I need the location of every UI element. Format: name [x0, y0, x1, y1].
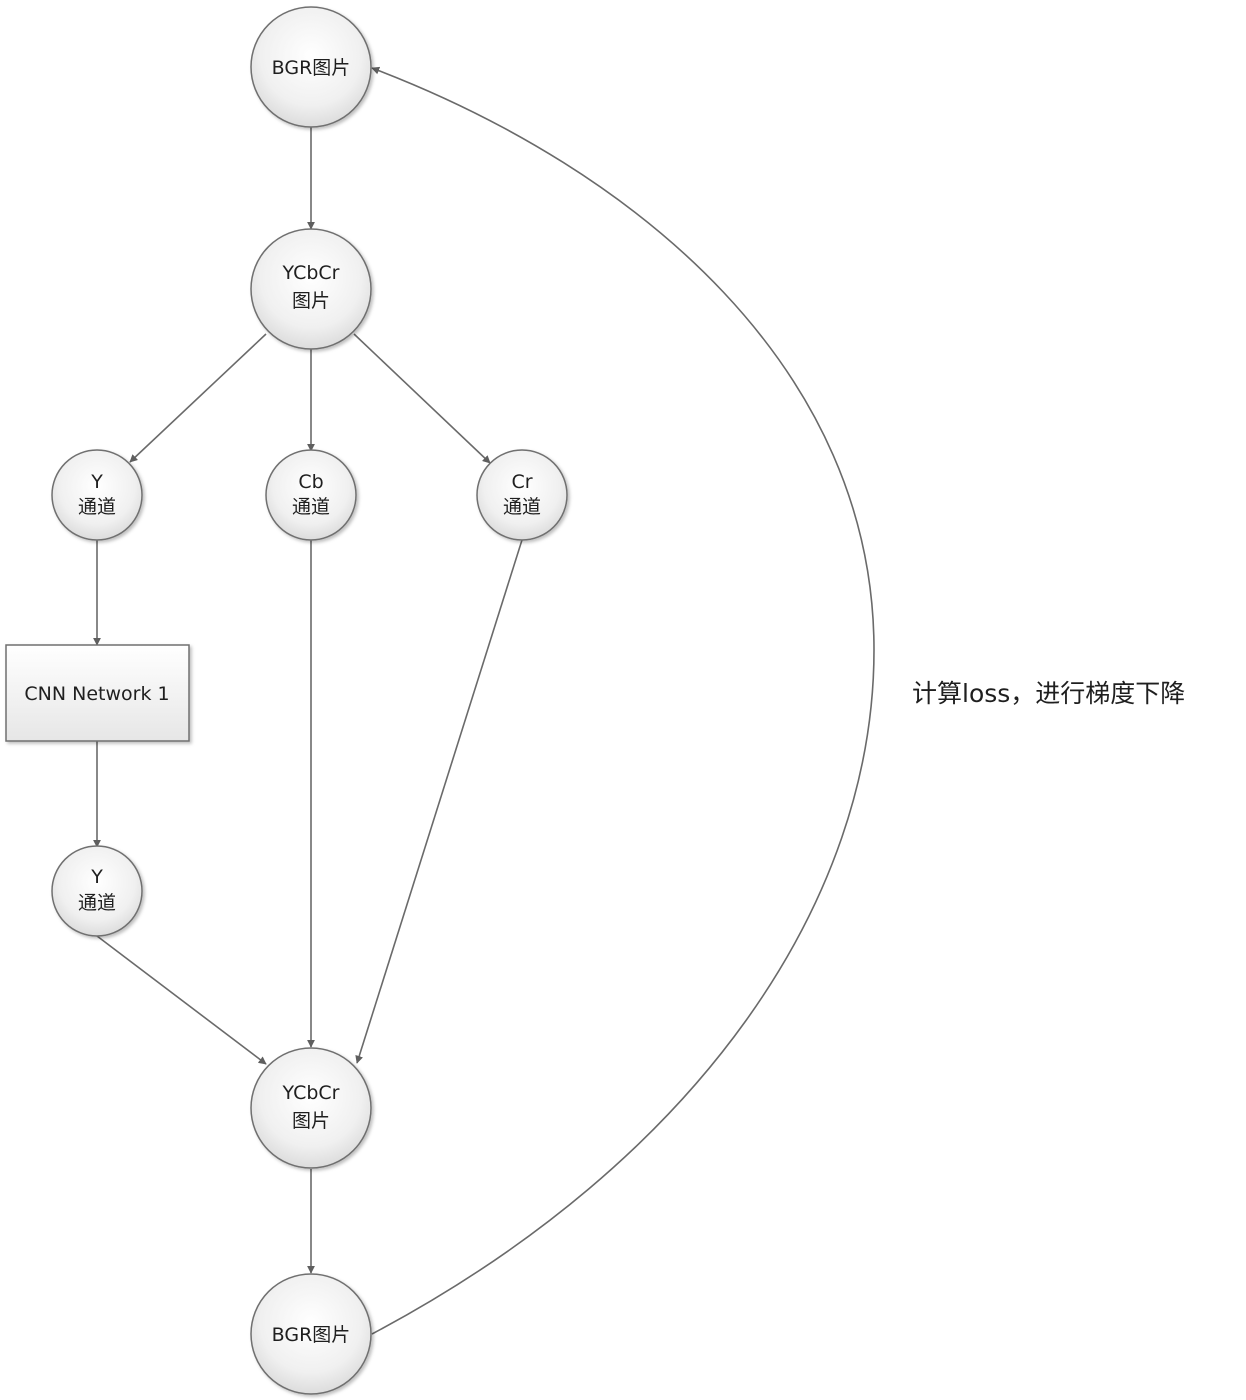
node-cb-channel-label-line1: Cb — [298, 471, 323, 493]
node-cnn-label: CNN Network 1 — [24, 683, 169, 705]
node-y-channel-circle — [51, 449, 143, 541]
node-bgr-top-circle — [250, 6, 372, 128]
node-cr-channel — [476, 449, 568, 541]
feedback-annotation: 计算loss，进行梯度下降 — [912, 679, 1185, 708]
node-y-channel-label-line1: Y — [90, 471, 103, 493]
node-ycbcr-top — [250, 228, 372, 350]
node-ycbcr-bottom-label-line2: 图片 — [292, 1110, 330, 1132]
edges — [93, 66, 875, 1335]
node-y-channel-out-label-line1: Y — [90, 866, 103, 888]
node-bgr-top-label: BGR图片 — [272, 57, 351, 79]
node-ycbcr-top-circle — [250, 228, 372, 350]
edge-feedback-loop — [371, 66, 875, 1335]
node-cnn-box — [5, 644, 190, 742]
node-cr-channel-label-line1: Cr — [511, 471, 532, 493]
node-bgr-bottom — [250, 1273, 372, 1395]
node-ycbcr-bottom — [250, 1047, 372, 1169]
node-cb-channel-label-line2: 通道 — [292, 496, 330, 518]
node-bgr-bottom-label: BGR图片 — [272, 1324, 351, 1346]
node-y-channel-out-circle — [51, 845, 143, 937]
node-y-channel — [51, 449, 143, 541]
node-ycbcr-top-label-line2: 图片 — [292, 290, 330, 312]
node-cb-channel — [265, 449, 357, 541]
node-cnn — [5, 644, 190, 742]
edge-ycbcr-to-cr — [353, 333, 491, 464]
node-bgr-top — [250, 6, 372, 128]
node-y-channel-out-label-line2: 通道 — [78, 892, 116, 914]
node-cb-channel-circle — [265, 449, 357, 541]
edge-cr-to-ycbcr-bottom — [355, 539, 523, 1064]
node-cr-channel-circle — [476, 449, 568, 541]
node-y-channel-out — [51, 845, 143, 937]
node-cr-channel-label-line2: 通道 — [503, 496, 541, 518]
edge-ycbcr-to-y — [129, 333, 267, 463]
node-ycbcr-bottom-label-line1: YCbCr — [282, 1082, 340, 1104]
node-y-channel-label-line2: 通道 — [78, 496, 116, 518]
node-bgr-bottom-circle — [250, 1273, 372, 1395]
node-ycbcr-bottom-circle — [250, 1047, 372, 1169]
edge-y-out-to-ycbcr-bottom — [96, 935, 267, 1065]
node-ycbcr-top-label-line1: YCbCr — [282, 262, 340, 284]
